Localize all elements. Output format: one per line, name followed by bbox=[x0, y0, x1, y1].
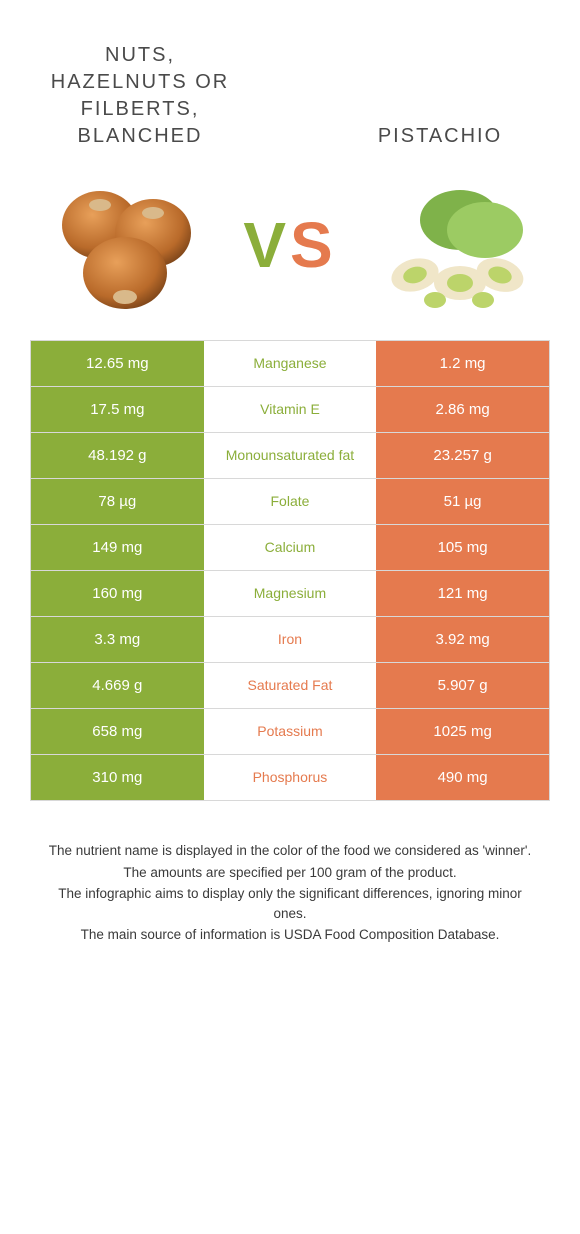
table-row: 658 mgPotassium1025 mg bbox=[31, 709, 549, 755]
right-value: 1025 mg bbox=[376, 709, 549, 754]
pistachio-icon bbox=[360, 170, 540, 320]
header: Nuts, hazelnuts or filberts, blanched Pi… bbox=[0, 0, 580, 160]
right-value: 23.257 g bbox=[376, 433, 549, 478]
right-value: 5.907 g bbox=[376, 663, 549, 708]
footnotes: The nutrient name is displayed in the co… bbox=[0, 801, 580, 945]
nutrient-name: Iron bbox=[204, 617, 377, 662]
right-value: 490 mg bbox=[376, 755, 549, 800]
vs-v: V bbox=[243, 209, 290, 281]
left-value: 149 mg bbox=[31, 525, 204, 570]
table-row: 4.669 gSaturated Fat5.907 g bbox=[31, 663, 549, 709]
right-food-title: Pistachio bbox=[340, 123, 540, 150]
right-value: 105 mg bbox=[376, 525, 549, 570]
left-value: 17.5 mg bbox=[31, 387, 204, 432]
left-value: 12.65 mg bbox=[31, 341, 204, 386]
right-value: 3.92 mg bbox=[376, 617, 549, 662]
left-value: 310 mg bbox=[31, 755, 204, 800]
images-row: VS bbox=[0, 160, 580, 340]
table-row: 3.3 mgIron3.92 mg bbox=[31, 617, 549, 663]
table-row: 78 µgFolate51 µg bbox=[31, 479, 549, 525]
comparison-table: 12.65 mgManganese1.2 mg17.5 mgVitamin E2… bbox=[30, 340, 550, 801]
nutrient-name: Monounsaturated fat bbox=[204, 433, 377, 478]
footnote-line: The main source of information is USDA F… bbox=[40, 925, 540, 945]
left-value: 4.669 g bbox=[31, 663, 204, 708]
hazelnut-icon bbox=[40, 170, 220, 320]
right-value: 1.2 mg bbox=[376, 341, 549, 386]
nutrient-name: Manganese bbox=[204, 341, 377, 386]
right-value: 51 µg bbox=[376, 479, 549, 524]
nutrient-name: Saturated Fat bbox=[204, 663, 377, 708]
table-row: 12.65 mgManganese1.2 mg bbox=[31, 341, 549, 387]
nutrient-name: Vitamin E bbox=[204, 387, 377, 432]
table-row: 17.5 mgVitamin E2.86 mg bbox=[31, 387, 549, 433]
footnote-line: The infographic aims to display only the… bbox=[40, 884, 540, 923]
vs-s: S bbox=[290, 209, 337, 281]
table-row: 149 mgCalcium105 mg bbox=[31, 525, 549, 571]
nutrient-name: Calcium bbox=[204, 525, 377, 570]
left-value: 658 mg bbox=[31, 709, 204, 754]
nutrient-name: Potassium bbox=[204, 709, 377, 754]
table-row: 160 mgMagnesium121 mg bbox=[31, 571, 549, 617]
footnote-line: The nutrient name is displayed in the co… bbox=[40, 841, 540, 861]
right-value: 121 mg bbox=[376, 571, 549, 616]
left-food-title: Nuts, hazelnuts or filberts, blanched bbox=[40, 42, 240, 150]
table-row: 310 mgPhosphorus490 mg bbox=[31, 755, 549, 801]
left-value: 160 mg bbox=[31, 571, 204, 616]
footnote-line: The amounts are specified per 100 gram o… bbox=[40, 863, 540, 883]
vs-label: VS bbox=[243, 208, 336, 282]
nutrient-name: Phosphorus bbox=[204, 755, 377, 800]
right-value: 2.86 mg bbox=[376, 387, 549, 432]
left-value: 78 µg bbox=[31, 479, 204, 524]
table-row: 48.192 gMonounsaturated fat23.257 g bbox=[31, 433, 549, 479]
nutrient-name: Folate bbox=[204, 479, 377, 524]
nutrient-name: Magnesium bbox=[204, 571, 377, 616]
left-value: 3.3 mg bbox=[31, 617, 204, 662]
left-value: 48.192 g bbox=[31, 433, 204, 478]
